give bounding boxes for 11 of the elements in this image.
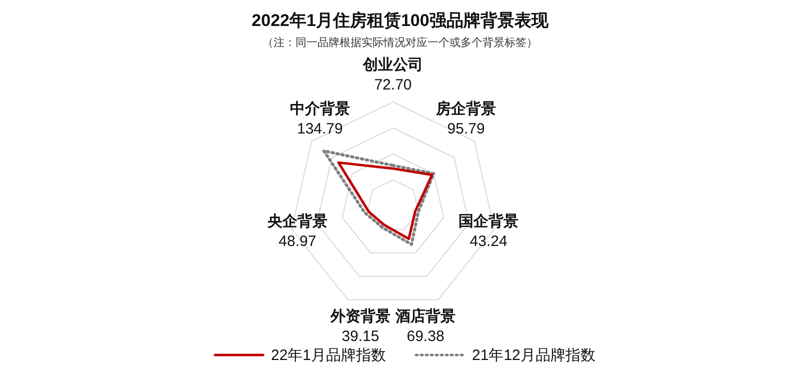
spoke-label: 酒店背景 69.38: [394, 306, 456, 345]
legend-label: 21年12月品牌指数: [472, 347, 596, 364]
spoke-label: 央企背景 48.97: [266, 212, 328, 250]
chart-title: 2022年1月住房租赁100强品牌背景表现: [252, 11, 550, 30]
spoke-label: 房企背景 95.79: [435, 99, 496, 138]
spoke-label: 创业公司 72.70: [362, 56, 423, 94]
spoke-label: 外资背景 39.15: [329, 308, 390, 345]
chart-subtitle: （注：同一品牌根据实际情况对应一个或多个背景标签）: [262, 36, 538, 49]
spoke-label: 中介背景 134.79: [290, 100, 350, 138]
spoke-label: 国企背景 43.24: [458, 212, 519, 250]
legend-label: 22年1月品牌指数: [271, 347, 386, 364]
